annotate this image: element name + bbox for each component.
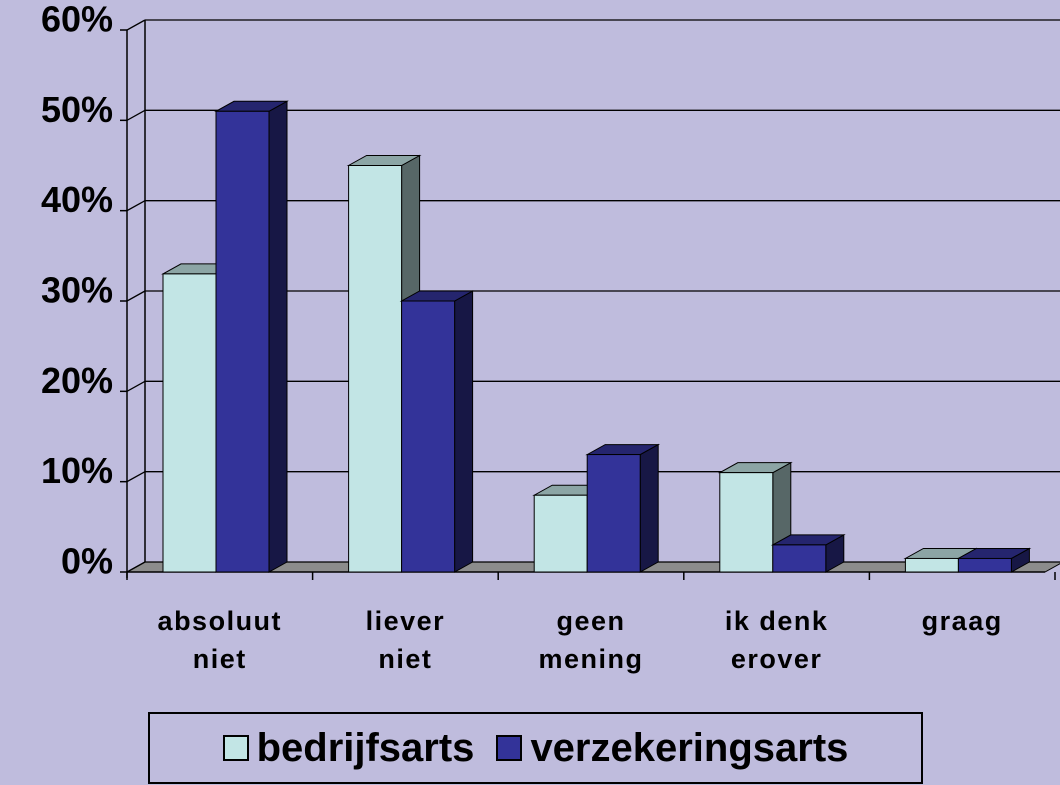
grid-line-side	[126, 200, 146, 212]
bar	[772, 544, 827, 573]
bar	[533, 494, 588, 573]
legend: bedrijfsarts verzekeringsarts	[148, 712, 923, 784]
grid-line-side	[126, 109, 146, 121]
bar	[348, 165, 403, 573]
legend-entry: verzekeringsarts	[496, 726, 848, 771]
bar	[957, 557, 1012, 573]
legend-entry: bedrijfsarts	[222, 725, 475, 771]
x-tick-label: graag	[921, 606, 1003, 636]
y-tick-label: 10%	[41, 450, 113, 491]
grid-line-side	[126, 471, 146, 483]
bar	[586, 454, 641, 573]
y-tick-label: 50%	[41, 89, 113, 130]
y-tick-label: 30%	[41, 270, 113, 311]
x-tick-label: liever niet	[365, 606, 446, 674]
bar	[215, 110, 270, 573]
bar	[162, 273, 217, 573]
grid-line-side	[126, 380, 146, 392]
y-tick-label: 0%	[61, 541, 113, 582]
bar-side	[268, 100, 288, 573]
grid-line-side	[126, 290, 146, 302]
legend-swatch	[496, 735, 523, 761]
y-tick-label: 40%	[41, 179, 113, 220]
bar	[719, 472, 774, 573]
grid-line-side	[126, 19, 146, 31]
y-tick-label: 60%	[41, 0, 113, 40]
legend-label: verzekeringsarts	[530, 725, 849, 770]
x-tick-label: geen mening	[538, 606, 644, 674]
bar	[401, 300, 456, 573]
bar	[904, 557, 959, 573]
bar-side	[454, 290, 474, 573]
x-tick-label: ik denk erover	[724, 606, 829, 674]
grid-line-side	[126, 561, 146, 573]
chart: 0% 10% 20% 30% 40% 50% 60%	[41, 0, 1060, 582]
legend-label: bedrijfsarts	[256, 725, 475, 770]
y-tick-label: 20%	[41, 360, 113, 401]
x-tick-label: absoluut niet	[157, 606, 283, 674]
bar-side	[639, 443, 659, 573]
legend-swatch	[222, 735, 249, 761]
